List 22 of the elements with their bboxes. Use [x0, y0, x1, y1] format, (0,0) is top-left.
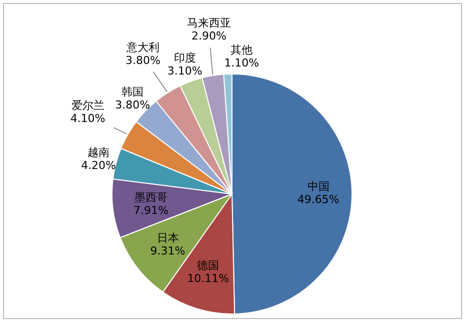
data-label: 4.20% — [81, 158, 116, 172]
data-label: 2.90% — [191, 30, 226, 43]
data-label: 4.10% — [70, 112, 106, 125]
data-label: 3.80% — [126, 54, 161, 67]
slice-label: 越南 — [88, 146, 110, 159]
data-label: 10.11% — [187, 272, 230, 286]
data-label: 9.31% — [150, 244, 186, 258]
slice-label: 马来西亚 — [186, 16, 231, 30]
slice-label: 中国 — [307, 180, 330, 194]
data-label: 3.80% — [115, 98, 150, 112]
data-label: 49.65% — [297, 193, 340, 206]
slice-label: 日本 — [156, 231, 179, 244]
slice-label: 墨西哥 — [134, 191, 168, 204]
slice-label: 爱尔兰 — [71, 98, 104, 112]
slice-label: 德国 — [197, 259, 220, 272]
slice-label: 韩国 — [122, 85, 144, 98]
data-label: 1.10% — [224, 56, 260, 70]
data-label: 3.10% — [167, 64, 202, 78]
slice-label: 意大利 — [126, 40, 160, 54]
slice-label: 其他 — [230, 43, 253, 56]
data-label: 7.91% — [134, 204, 168, 218]
slice-label: 印度 — [174, 51, 196, 64]
